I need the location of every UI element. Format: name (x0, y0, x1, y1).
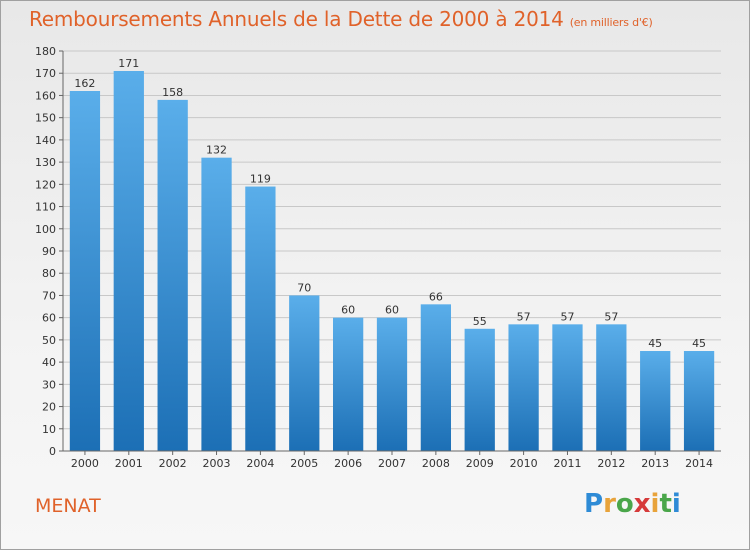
bar-2000 (69, 91, 101, 451)
data-label-2011: 57 (560, 310, 574, 323)
y-tick-label: 30 (42, 378, 56, 391)
logo-letter: i (671, 489, 681, 519)
data-label-2007: 60 (385, 304, 399, 317)
bar-2002 (157, 99, 188, 451)
data-label-2003: 132 (206, 144, 227, 157)
logo-letter: P (584, 489, 604, 519)
data-label-2006: 60 (341, 304, 355, 317)
data-label-2004: 119 (250, 173, 271, 186)
y-tick-label: 160 (35, 89, 56, 102)
bar-2006 (332, 317, 364, 451)
x-tick-label-2013: 2013 (641, 457, 669, 470)
bar-2010 (508, 324, 539, 451)
bar-2009 (464, 328, 495, 451)
data-label-2010: 57 (517, 310, 531, 323)
logo-letter: t (659, 489, 672, 519)
bar-2007 (376, 317, 408, 451)
proxiti-logo[interactable]: Proxiti (584, 489, 681, 519)
x-tick-label-2007: 2007 (378, 457, 406, 470)
bar-2014 (683, 351, 715, 451)
x-tick-label-2006: 2006 (334, 457, 362, 470)
y-tick-label: 40 (42, 356, 56, 369)
data-label-2009: 55 (473, 315, 487, 328)
y-tick-label: 90 (42, 245, 56, 258)
bar-2001 (113, 71, 144, 451)
data-label-2002: 158 (162, 86, 183, 99)
y-tick-label: 130 (35, 156, 56, 169)
logo-letter: i (650, 489, 660, 519)
bars: 162 171 158 132 119 70 60 60 66 55 57 57 57 45 45 (69, 57, 715, 452)
logo-letter: x (633, 489, 651, 519)
logo-letter: r (603, 489, 616, 519)
chart-title-text: Remboursements Annuels de la Dette de 20… (29, 7, 564, 31)
x-tick-label-2003: 2003 (203, 457, 231, 470)
x-tick-label-2004: 2004 (246, 457, 274, 470)
bar-2003 (201, 157, 232, 451)
y-tick-label: 10 (42, 423, 56, 436)
logo-letter: o (615, 489, 634, 519)
y-tick-label: 140 (35, 134, 56, 147)
data-label-2005: 70 (297, 281, 311, 294)
y-tick-label: 150 (35, 112, 56, 125)
x-tick-label-2002: 2002 (159, 457, 187, 470)
x-tick-label-2009: 2009 (466, 457, 494, 470)
data-label-2000: 162 (74, 77, 95, 90)
data-label-2001: 171 (118, 57, 139, 70)
y-tick-label: 170 (35, 67, 56, 80)
commune-name: MENAT (35, 495, 101, 517)
y-tick-label: 20 (42, 401, 56, 414)
bar-2013 (640, 351, 671, 451)
bar-2011 (552, 324, 583, 451)
bar-2005 (289, 295, 320, 451)
y-tick-label: 120 (35, 178, 56, 191)
y-tick-label: 80 (42, 267, 56, 280)
bar-2004 (245, 186, 276, 452)
y-tick-label: 180 (35, 45, 56, 58)
y-tick-label: 100 (35, 223, 56, 236)
chart-title: Remboursements Annuels de la Dette de 20… (29, 7, 653, 31)
x-tick-label-2005: 2005 (290, 457, 318, 470)
y-tick-label: 0 (49, 445, 56, 458)
data-label-2013: 45 (648, 337, 662, 350)
axes: 0 10 20 30 40 50 60 70 80 90 100 110 120 130 140 150 160… (35, 45, 721, 470)
y-tick-label: 110 (35, 201, 56, 214)
unit-note: (en milliers d'€) (569, 16, 653, 29)
x-tick-label-2010: 2010 (510, 457, 538, 470)
data-label-2008: 66 (429, 290, 443, 303)
x-tick-label-2008: 2008 (422, 457, 450, 470)
bar-2012 (596, 324, 627, 451)
y-tick-label: 50 (42, 334, 56, 347)
y-tick-label: 70 (42, 289, 56, 302)
data-label-2012: 57 (604, 310, 618, 323)
x-tick-label-2000: 2000 (71, 457, 99, 470)
x-tick-label-2012: 2012 (597, 457, 625, 470)
bar-2008 (420, 304, 452, 451)
x-tick-label-2001: 2001 (115, 457, 143, 470)
y-tick-label: 60 (42, 312, 56, 325)
data-label-2014: 45 (692, 337, 706, 350)
x-tick-label-2014: 2014 (685, 457, 713, 470)
x-tick-label-2011: 2011 (553, 457, 581, 470)
